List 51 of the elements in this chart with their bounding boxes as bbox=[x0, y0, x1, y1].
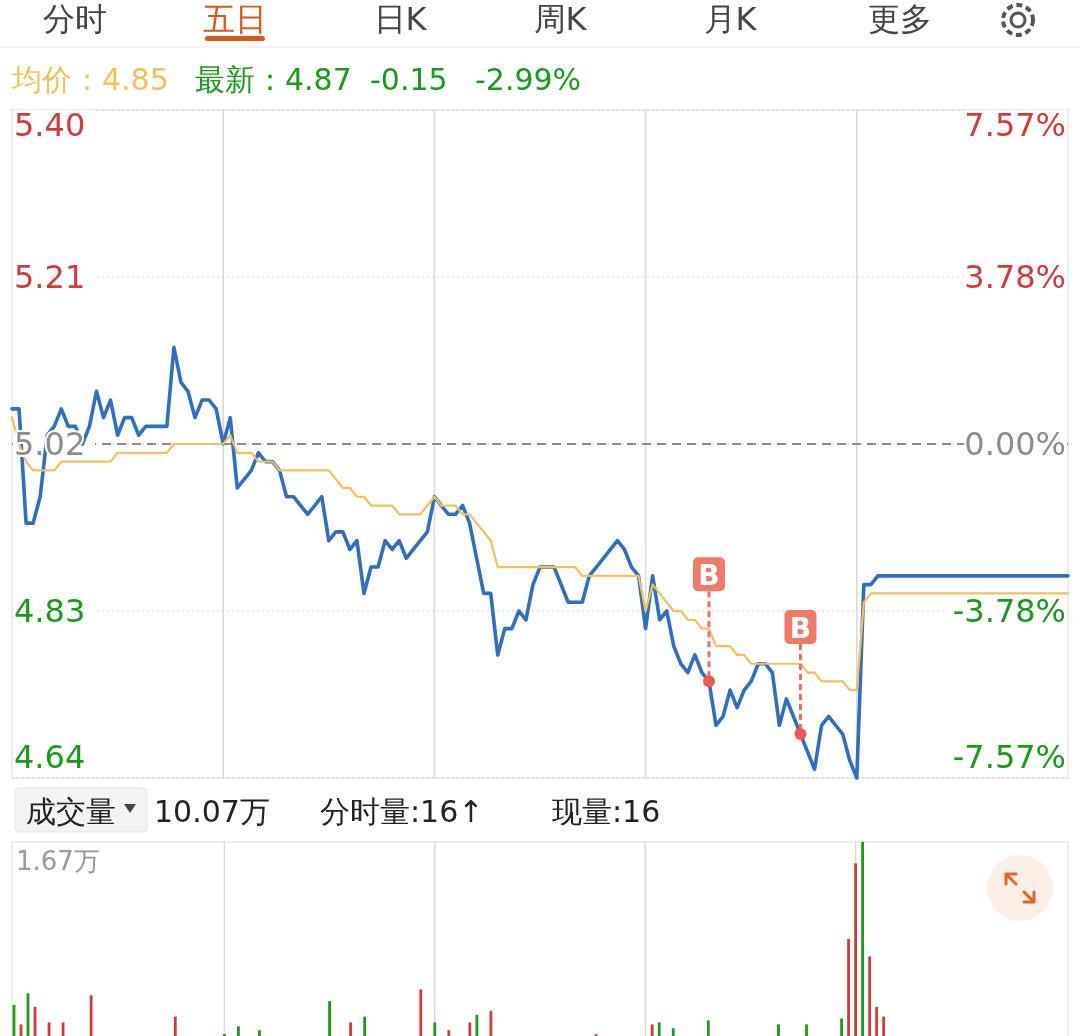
bar bbox=[861, 842, 865, 1036]
bar bbox=[475, 1014, 479, 1036]
y2-tick-label: 7.57% bbox=[964, 106, 1066, 144]
text: 成交量 bbox=[26, 794, 116, 829]
bar bbox=[89, 995, 93, 1036]
bar bbox=[805, 1024, 808, 1036]
y2-tick-label: -3.78% bbox=[952, 591, 1066, 630]
text: -2.99% bbox=[475, 62, 582, 97]
bar bbox=[650, 1024, 654, 1036]
bar bbox=[363, 1016, 367, 1036]
bar bbox=[868, 956, 872, 1036]
bar bbox=[882, 1016, 886, 1036]
bar bbox=[657, 1022, 661, 1036]
bar bbox=[840, 1018, 843, 1036]
bar bbox=[706, 1020, 710, 1036]
bar bbox=[349, 1022, 353, 1036]
y-tick-label: 5.40 bbox=[14, 106, 86, 144]
text: 五日 bbox=[203, 0, 267, 38]
bar bbox=[419, 989, 423, 1036]
y2-tick-label: -7.57% bbox=[952, 738, 1066, 776]
y2-tick-label: 0.00% bbox=[964, 425, 1066, 463]
y-tick-label: 4.64 bbox=[14, 738, 86, 776]
text: 分时量:16↑ bbox=[320, 794, 484, 829]
bar bbox=[433, 1022, 437, 1036]
bar bbox=[777, 1024, 780, 1036]
bar bbox=[328, 1001, 331, 1036]
bar bbox=[237, 1026, 240, 1036]
bar bbox=[258, 1030, 261, 1036]
text: 现量:16 bbox=[552, 794, 661, 829]
text: 10.07万 bbox=[154, 794, 270, 829]
text: 均价：4.85 bbox=[11, 62, 169, 97]
bar bbox=[173, 1016, 177, 1036]
text: 周K bbox=[533, 0, 588, 38]
bar bbox=[447, 1030, 451, 1036]
y2-tick-label: 3.78% bbox=[964, 258, 1066, 297]
annotation: B bbox=[789, 612, 812, 646]
bar bbox=[847, 939, 850, 1036]
text: 日K bbox=[373, 0, 428, 38]
bar bbox=[875, 1006, 879, 1036]
y-tick-label: 5.21 bbox=[14, 258, 86, 296]
bar bbox=[671, 1028, 675, 1036]
annotation: 1.67万 bbox=[16, 846, 100, 876]
bar bbox=[468, 1022, 472, 1036]
text: 分时 bbox=[43, 0, 107, 38]
bar bbox=[854, 863, 857, 1036]
text: 更多 bbox=[868, 0, 932, 38]
text: -0.15 bbox=[370, 62, 448, 97]
text: 最新：4.87 bbox=[195, 62, 352, 97]
annotation: B bbox=[698, 559, 720, 593]
y-tick-label: 4.83 bbox=[14, 592, 86, 630]
text: 月K bbox=[703, 0, 758, 38]
